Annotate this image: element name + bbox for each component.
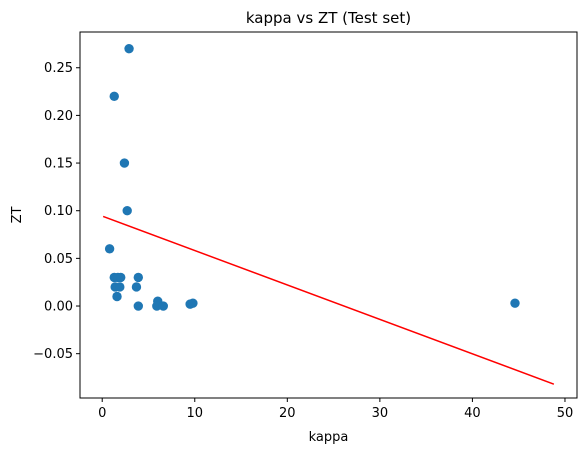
data-point	[133, 301, 144, 311]
chart-title: kappa vs ZT (Test set)	[246, 9, 411, 27]
data-point	[158, 301, 168, 311]
y-tick-label: 0.15	[44, 157, 73, 172]
x-axis-ticks: 0 10 20 30 40 50	[98, 398, 573, 421]
data-point	[510, 298, 520, 308]
y-axis-label: ZT	[10, 207, 25, 224]
plot-marks	[102, 43, 555, 385]
data-point	[124, 43, 134, 54]
x-axis-label: kappa	[309, 430, 349, 445]
y-tick-label: 0.05	[44, 252, 73, 267]
data-point	[131, 282, 142, 292]
regression-line	[102, 215, 555, 385]
data-point	[152, 301, 162, 311]
data-point	[109, 91, 119, 102]
y-tick-label: 0.25	[44, 61, 73, 76]
y-tick-label: 0.00	[44, 300, 73, 315]
data-point	[122, 206, 132, 216]
data-point	[112, 291, 122, 302]
x-tick-label: 30	[372, 406, 389, 421]
y-axis-ticks: −0.05 0.00 0.05 0.10 0.15 0.20 0.25	[33, 61, 80, 362]
x-tick-label: 10	[186, 406, 203, 421]
x-tick-label: 0	[98, 406, 106, 421]
x-tick-label: 20	[279, 406, 296, 421]
data-point	[115, 282, 125, 292]
x-tick-label: 40	[464, 406, 481, 421]
y-tick-label: 0.20	[44, 109, 73, 124]
data-point	[104, 244, 115, 254]
data-point	[133, 272, 144, 283]
axes-frame	[79, 31, 578, 399]
data-point	[119, 158, 130, 168]
y-tick-label: 0.10	[44, 204, 73, 219]
data-point	[188, 298, 198, 308]
y-tick-label: −0.05	[33, 347, 73, 362]
x-tick-label: 50	[557, 406, 574, 421]
data-point	[116, 272, 126, 283]
